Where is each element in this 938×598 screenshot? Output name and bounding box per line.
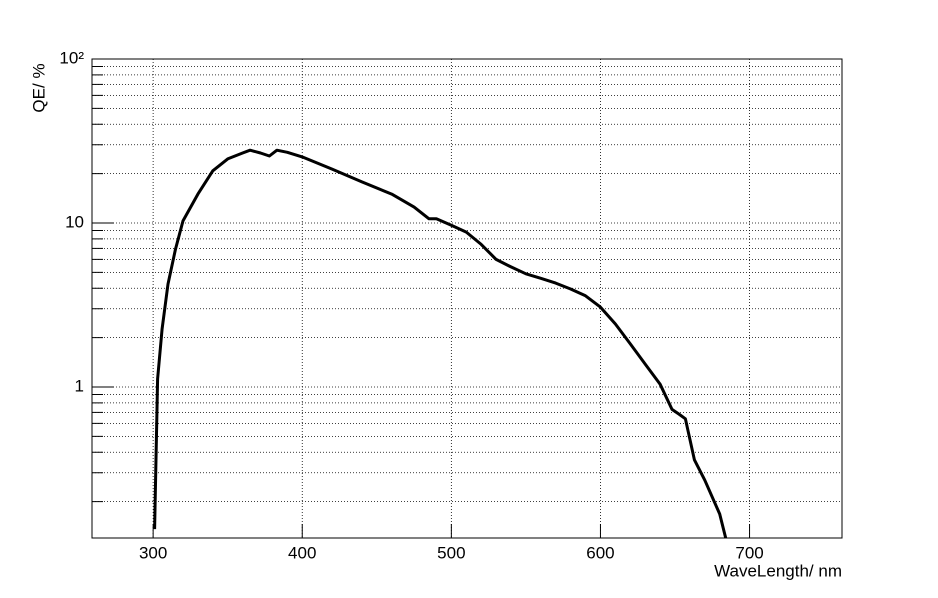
y-tick-label: 10	[65, 212, 84, 231]
data-line	[153, 148, 728, 538]
x-tick-label: 300	[139, 543, 167, 562]
x-tick-label: 500	[437, 543, 465, 562]
plot-frame	[91, 58, 843, 539]
x-axis-label: WaveLength/ nm	[714, 561, 842, 580]
y-tick-label: 1	[75, 376, 84, 395]
x-tick-label: 600	[586, 543, 614, 562]
x-tick-label: 700	[735, 543, 763, 562]
y-tick-label: 10²	[59, 48, 84, 67]
x-tick-label: 400	[288, 543, 316, 562]
y-axis-label: QE/ %	[29, 63, 48, 112]
